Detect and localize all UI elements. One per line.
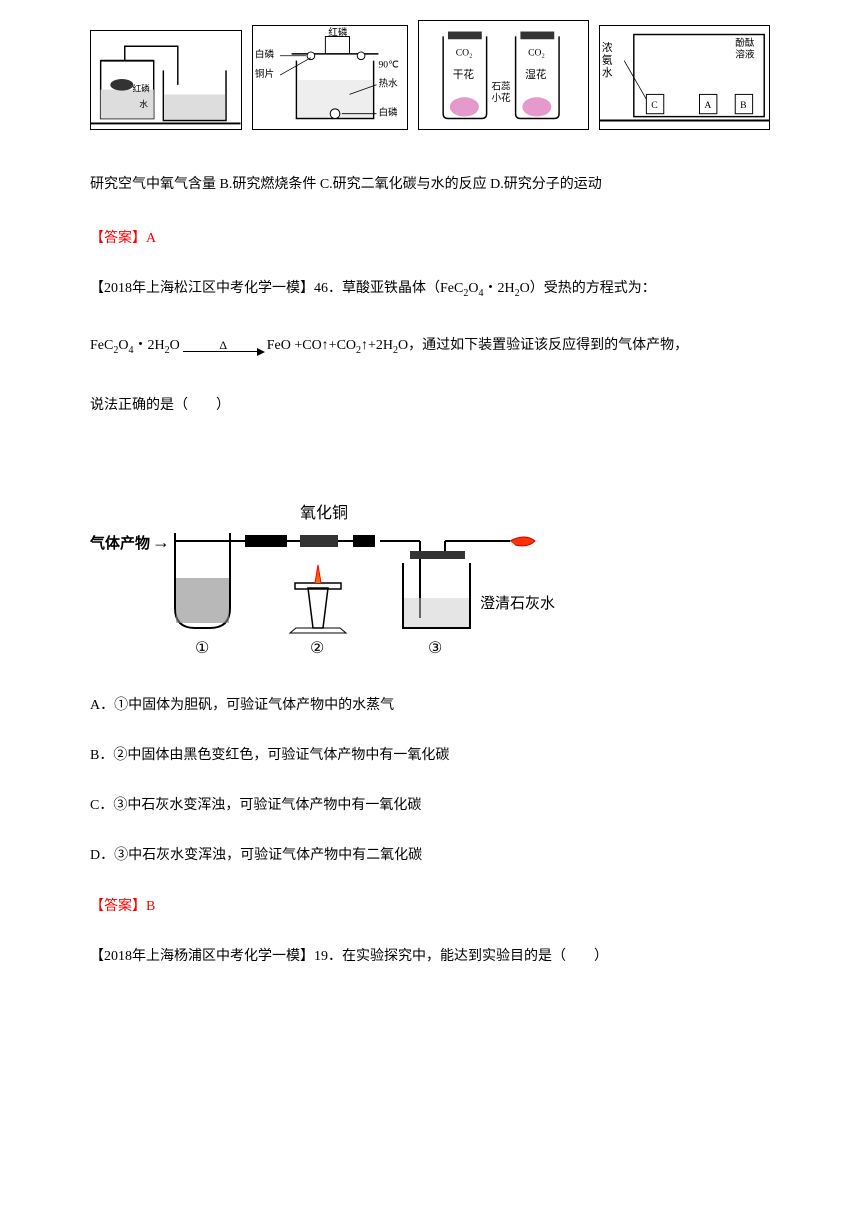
img2-hotwater: 热水 <box>378 78 398 90</box>
experiment-images-row: 红磷 水 白磷 铜片 红磷 90℃ 热水 白磷 <box>90 20 770 130</box>
img3-co2-2: CO₂ <box>528 48 545 59</box>
gas-product-label: 气体产物 <box>90 534 150 552</box>
img2-red-p: 红磷 <box>328 27 348 39</box>
num-3: ③ <box>428 640 442 657</box>
img4-c: C <box>651 100 657 111</box>
num-2: ② <box>310 640 324 657</box>
img3-dry: 干花 <box>453 68 475 81</box>
img1-label-water: 水 <box>139 98 148 109</box>
option-b: B．②中固体由黑色变红色，可验证气体产物中有一氧化碳 <box>90 743 770 768</box>
img3-small: 小花 <box>491 92 511 104</box>
img3-co2-1: CO₂ <box>456 48 473 59</box>
img4-phenol1: 酚酞 <box>735 37 755 49</box>
option-a: A．①中固体为胆矾，可验证气体产物中的水蒸气 <box>90 693 770 718</box>
option-c: C．③中石灰水变浑浊，可验证气体产物中有一氧化碳 <box>90 793 770 818</box>
question-options-line: 研究空气中氧气含量 B.研究燃烧条件 C.研究二氧化碳与水的反应 D.研究分子的… <box>90 170 770 201</box>
chemical-equation: FeC2O4・2H2O Δ FeO +CO↑+CO2↑+2H2O，通过如下装置验… <box>90 328 770 363</box>
experiment-image-1: 红磷 水 <box>90 30 242 130</box>
img4-phenol2: 溶液 <box>735 49 755 61</box>
img4-b: B <box>740 100 746 111</box>
limewater-label: 澄清石灰水 <box>480 595 555 612</box>
img2-temp: 90℃ <box>378 59 399 70</box>
experiment-image-3: CO₂ CO₂ 干花 湿花 石蕊 小花 <box>418 20 589 130</box>
reaction-arrow: Δ <box>183 339 263 352</box>
img4-ammonia3: 水 <box>602 67 613 79</box>
answer-1: 【答案】A <box>90 226 770 251</box>
option-d: D．③中石灰水变浑浊，可验证气体产物中有二氧化碳 <box>90 843 770 868</box>
num-1: ① <box>195 640 209 657</box>
question-source-1: 【2018年上海松江区中考化学一模】46．草酸亚铁晶体（FeC2O4・2H2O）… <box>90 276 770 303</box>
img2-white-p2: 白磷 <box>378 107 398 119</box>
img4-ammonia2: 氨 <box>602 53 613 66</box>
question-source-2: 【2018年上海杨浦区中考化学一模】19．在实验探究中，能达到实验目的是（ ） <box>90 944 770 969</box>
answer-2: 【答案】B <box>90 894 770 919</box>
arrow-label: → <box>152 532 170 552</box>
img3-stone: 石蕊 <box>491 80 511 92</box>
experiment-image-2: 白磷 铜片 红磷 90℃ 热水 白磷 <box>252 25 408 130</box>
cuo-label: 氧化铜 <box>300 504 348 522</box>
experiment-image-4: 浓 氨 水 酚酞 溶液 C A B <box>599 25 770 130</box>
img4-a: A <box>704 100 711 111</box>
apparatus-diagram: 气体产物 → ① 氧化铜 ② 澄清石灰水 ③ <box>90 493 570 663</box>
img3-wet: 湿花 <box>525 68 547 81</box>
img1-label-phosphorus: 红磷 <box>132 83 150 94</box>
equation-line-2: 说法正确的是（ ） <box>90 388 770 423</box>
img2-white-p: 白磷 <box>254 49 274 61</box>
img4-ammonia1: 浓 <box>602 42 613 54</box>
img2-copper: 铜片 <box>254 68 273 80</box>
